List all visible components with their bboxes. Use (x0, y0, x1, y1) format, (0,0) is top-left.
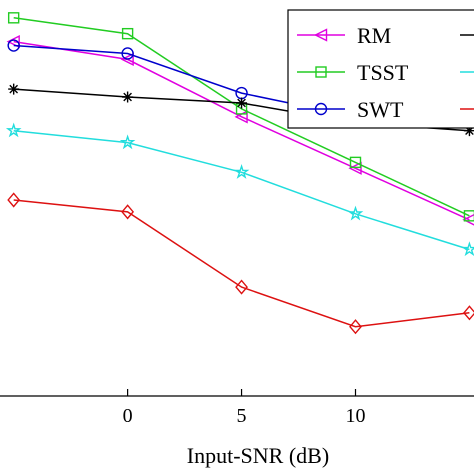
data-point (349, 156, 362, 169)
x-tick-label: 5 (237, 405, 247, 427)
data-point (236, 97, 248, 109)
x-tick-label: 0 (123, 405, 133, 427)
data-point (463, 305, 474, 321)
data-point (121, 27, 134, 40)
data-point (120, 52, 134, 67)
legend-marker (314, 102, 328, 116)
data-point (122, 91, 134, 103)
series-line (13, 17, 470, 217)
series-6 (7, 192, 474, 335)
data-point (7, 12, 20, 24)
data-point (347, 205, 364, 221)
data-point (349, 319, 362, 335)
data-point (462, 213, 474, 226)
data-point (235, 279, 248, 295)
series-tsst (7, 12, 474, 222)
data-point (463, 125, 474, 137)
data-point (233, 164, 250, 179)
data-point (119, 134, 136, 150)
data-point (348, 161, 362, 175)
data-point (6, 34, 20, 49)
legend-item-swt: SWT (297, 97, 404, 122)
legend-label: TSST (357, 60, 409, 85)
data-point (121, 204, 135, 220)
legend-label: RM (357, 23, 391, 48)
x-tick-label: 10 (346, 405, 366, 427)
data-point (5, 122, 22, 138)
data-point (463, 210, 474, 222)
data-point (7, 39, 20, 52)
legend-marker (313, 28, 328, 42)
legend-item-rm: RM (297, 23, 391, 48)
series-line (13, 129, 470, 251)
series-line (13, 199, 470, 328)
axis-layer: 0 5 10 (0, 389, 474, 427)
legend: RM TSST SWT (287, 9, 474, 129)
data-point (8, 83, 20, 95)
legend-item-tsst: TSST (297, 60, 409, 85)
x-axis-label: Input-SNR (dB) (187, 443, 329, 468)
series-line (13, 40, 470, 221)
data-point (7, 192, 21, 208)
series-5 (5, 122, 474, 257)
legend-label: SWT (357, 97, 404, 122)
legend-marker (315, 66, 327, 78)
data-point (121, 47, 134, 60)
